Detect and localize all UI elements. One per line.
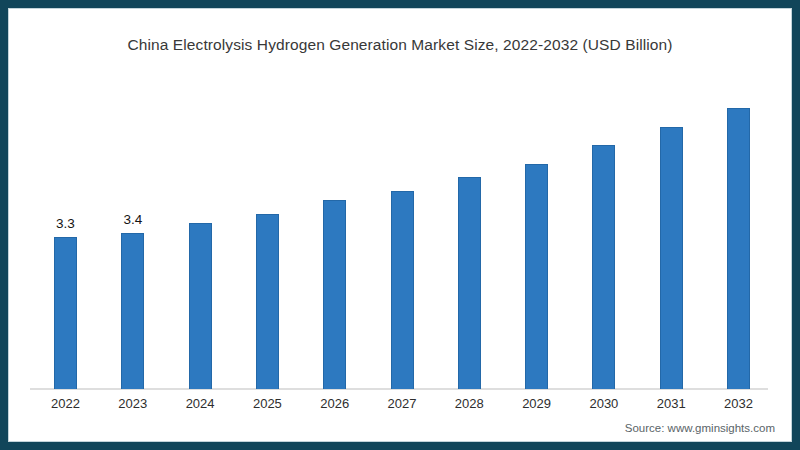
bar-2032	[727, 108, 750, 389]
bar-2023	[121, 233, 144, 389]
x-axis-label-2024: 2024	[167, 396, 233, 411]
bar-2031	[660, 127, 683, 389]
x-axis-label-2025: 2025	[234, 396, 300, 411]
chart-frame: China Electrolysis Hydrogen Generation M…	[0, 0, 800, 450]
x-axis-label-2031: 2031	[638, 396, 704, 411]
bar-2030	[592, 145, 615, 389]
x-axis-label-2023: 2023	[100, 396, 166, 411]
x-axis-label-2028: 2028	[436, 396, 502, 411]
bar-value-label-2023: 3.4	[100, 212, 166, 227]
x-axis-label-2030: 2030	[571, 396, 637, 411]
source-credit: Source: www.gminsights.com	[625, 422, 775, 434]
bar-2022	[54, 237, 77, 389]
x-axis-label-2022: 2022	[33, 396, 99, 411]
bar-2029	[525, 164, 548, 389]
x-axis-label-2029: 2029	[504, 396, 570, 411]
x-axis-label-2032: 2032	[706, 396, 772, 411]
bar-2027	[391, 191, 414, 389]
x-axis-label-2026: 2026	[302, 396, 368, 411]
bar-value-label-2022: 3.3	[33, 216, 99, 231]
plot-area: 3.320223.4202320242025202620272028202920…	[8, 8, 792, 442]
bar-2024	[189, 223, 212, 389]
bar-2025	[256, 214, 279, 389]
bar-2028	[458, 177, 481, 389]
bar-2026	[323, 200, 346, 389]
x-axis-label-2027: 2027	[369, 396, 435, 411]
